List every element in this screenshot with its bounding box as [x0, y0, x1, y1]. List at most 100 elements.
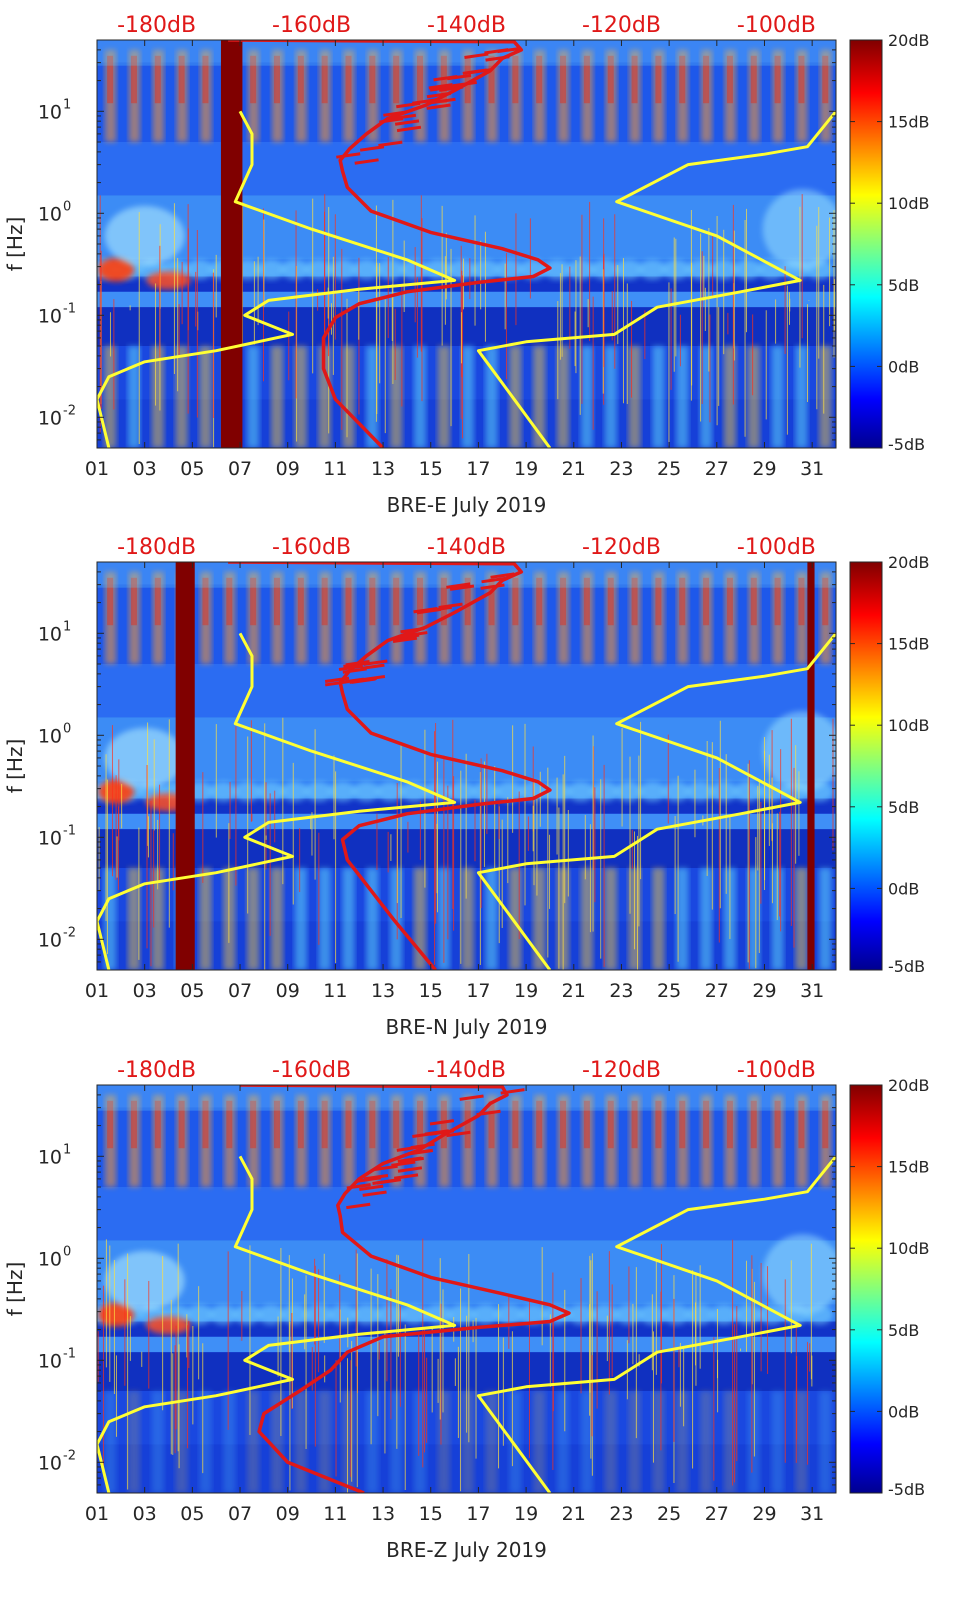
y-tick-label: 10 — [38, 101, 62, 123]
x-tick-label: 13 — [371, 458, 395, 480]
low-freq-column — [700, 868, 713, 970]
low-freq-column — [390, 868, 403, 970]
y-tick-label: 10 — [38, 203, 62, 225]
x-tick-label: 25 — [657, 1503, 681, 1525]
x-tick-label: 25 — [657, 980, 681, 1002]
low-freq-column — [580, 1391, 593, 1493]
psd-spread-segment — [378, 140, 403, 147]
plot-area — [97, 40, 836, 448]
top-db-label: -100dB — [737, 13, 816, 38]
noise-model-curve — [97, 110, 457, 448]
microseism-blob — [280, 259, 309, 280]
colorbar-tick-label: -5dB — [888, 957, 925, 976]
low-freq-column — [270, 868, 283, 970]
x-tick-label: 23 — [609, 458, 633, 480]
low-freq-column — [509, 346, 522, 448]
daily-noise-core — [488, 577, 495, 626]
top-db-label: -160dB — [272, 535, 351, 560]
noise-model-curve — [97, 632, 457, 970]
colorbar-tick-label: 15dB — [888, 1158, 930, 1177]
psd-spread-segment — [379, 117, 404, 124]
psd-spread-segment — [345, 659, 370, 667]
psd-spread-segment — [372, 1178, 397, 1185]
colorbar — [849, 1084, 883, 1494]
daily-noise-core — [655, 577, 662, 626]
daily-noise-core — [536, 577, 543, 626]
daily-noise-core — [321, 55, 328, 104]
y-tick-label: 10 — [38, 725, 62, 747]
daily-noise-core — [798, 55, 805, 104]
psd-spread-segment — [336, 152, 361, 159]
microseism-blob — [733, 1304, 762, 1325]
daily-noise-core — [440, 1100, 447, 1149]
microseism-blob — [280, 1304, 309, 1325]
top-db-label: -180dB — [117, 1058, 196, 1083]
daily-noise-core — [560, 577, 567, 626]
psd-spread-segment — [392, 636, 418, 644]
daily-noise-core — [512, 577, 519, 626]
daily-noise-core — [774, 55, 781, 104]
psd-spread-segment — [346, 1202, 371, 1210]
daily-noise-core — [750, 577, 757, 626]
low-freq-column — [771, 346, 784, 448]
low-freq-column — [199, 868, 212, 970]
x-tick-label: 31 — [800, 1503, 824, 1525]
daily-noise-core — [798, 577, 805, 626]
daily-noise-core — [202, 55, 209, 104]
psd-spread-segment — [346, 1183, 371, 1190]
daily-noise-core — [488, 1100, 495, 1149]
y-tick-exponent: -2 — [63, 403, 76, 418]
x-tick-label: 09 — [276, 458, 300, 480]
top-band — [97, 40, 836, 66]
microseism-blob — [471, 781, 500, 802]
psd-median-curve — [228, 562, 552, 970]
x-tick-label: 17 — [466, 458, 490, 480]
colorbar-tick-label: 5dB — [888, 1321, 919, 1340]
psd-spread-segment — [360, 674, 386, 682]
daily-noise-core — [726, 577, 733, 626]
y-tick-exponent: 0 — [63, 199, 71, 214]
low-freq-column — [223, 1391, 236, 1493]
low-freq-column — [819, 346, 832, 448]
low-freq-column — [390, 346, 403, 448]
x-axis-label: BRE-N July 2019 — [385, 1015, 547, 1039]
microseism-blob — [352, 1304, 381, 1325]
microseism-blob — [686, 781, 715, 802]
x-tick-label: 11 — [323, 1503, 347, 1525]
microseism-blob — [376, 259, 405, 280]
psd-spread-segment — [416, 607, 442, 615]
microseism-blob — [566, 781, 595, 802]
microseism-blob — [328, 781, 357, 802]
low-freq-column — [437, 346, 450, 448]
x-tick-label: 05 — [180, 458, 204, 480]
psd-spread-segment — [481, 576, 506, 584]
x-tick-label: 17 — [466, 1503, 490, 1525]
low-freq-column — [366, 1391, 379, 1493]
x-tick-label: 19 — [514, 980, 538, 1002]
low-freq-column — [270, 1391, 283, 1493]
daily-noise-core — [703, 55, 710, 104]
daily-noise-core — [202, 577, 209, 626]
y-tick-label: 10 — [38, 623, 62, 645]
data-gap-band — [220, 40, 243, 448]
colorbar — [849, 39, 883, 449]
y-tick-label: 10 — [38, 1452, 62, 1474]
microseism-blob — [304, 781, 333, 802]
low-freq-column — [533, 1391, 546, 1493]
x-tick-label: 03 — [133, 1503, 157, 1525]
daily-noise-core — [417, 1100, 424, 1149]
frequency-band — [97, 307, 836, 346]
psd-spread-segment — [363, 659, 388, 666]
y-tick-exponent: -2 — [63, 925, 76, 940]
y-tick-exponent: 0 — [63, 721, 71, 736]
daily-noise-core — [583, 1100, 590, 1149]
x-tick-label: 19 — [514, 1503, 538, 1525]
low-freq-column — [652, 868, 665, 970]
top-db-label: -180dB — [117, 535, 196, 560]
colorbar-tick-label: 5dB — [888, 276, 919, 295]
x-tick-label: 01 — [85, 458, 109, 480]
x-tick-label: 31 — [800, 980, 824, 1002]
psd-spread-segment — [449, 584, 475, 591]
noise-model-curve — [476, 1155, 836, 1493]
